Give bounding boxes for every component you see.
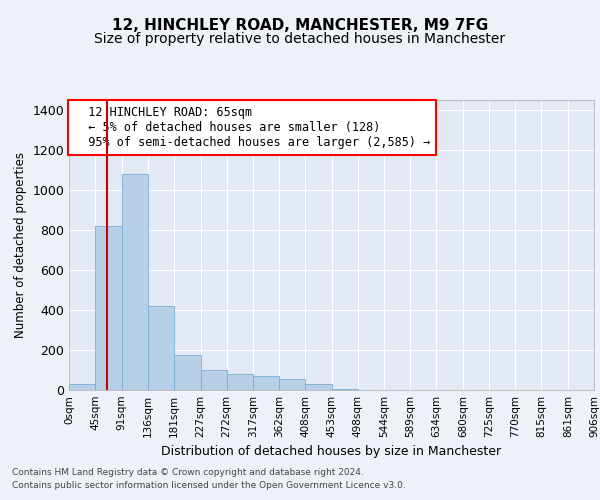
- Bar: [174, 355, 200, 390]
- Text: Contains HM Land Registry data © Crown copyright and database right 2024.: Contains HM Land Registry data © Crown c…: [12, 468, 364, 477]
- Y-axis label: Number of detached properties: Number of detached properties: [14, 152, 27, 338]
- X-axis label: Distribution of detached houses by size in Manchester: Distribution of detached houses by size …: [161, 446, 502, 458]
- Bar: [279, 379, 305, 390]
- Bar: [95, 226, 122, 390]
- Bar: [200, 370, 227, 390]
- Text: Size of property relative to detached houses in Manchester: Size of property relative to detached ho…: [94, 32, 506, 46]
- Bar: [253, 376, 279, 390]
- Text: Contains public sector information licensed under the Open Government Licence v3: Contains public sector information licen…: [12, 480, 406, 490]
- Bar: [331, 389, 358, 390]
- Bar: [122, 174, 148, 390]
- Text: 12 HINCHLEY ROAD: 65sqm
  ← 5% of detached houses are smaller (128)
  95% of sem: 12 HINCHLEY ROAD: 65sqm ← 5% of detached…: [74, 106, 431, 149]
- Bar: [69, 384, 95, 390]
- Bar: [305, 384, 331, 390]
- Text: 12, HINCHLEY ROAD, MANCHESTER, M9 7FG: 12, HINCHLEY ROAD, MANCHESTER, M9 7FG: [112, 18, 488, 32]
- Bar: [148, 306, 174, 390]
- Bar: [227, 374, 253, 390]
